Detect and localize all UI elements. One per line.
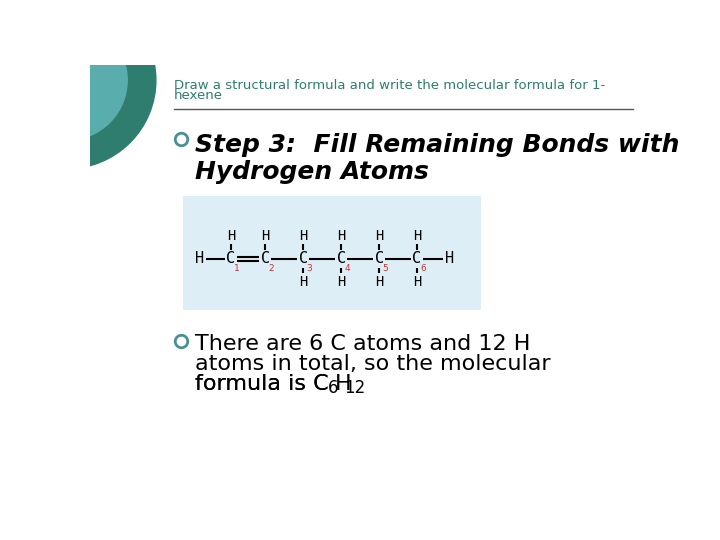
Text: C: C	[261, 251, 270, 266]
Text: Step 3:  Fill Remaining Bonds with
Hydrogen Atoms: Step 3: Fill Remaining Bonds with Hydrog…	[194, 132, 679, 184]
Text: H: H	[445, 251, 454, 266]
Text: 12: 12	[343, 379, 365, 397]
Text: 4: 4	[344, 264, 350, 273]
Text: C: C	[374, 251, 384, 266]
Text: H: H	[227, 229, 235, 243]
Text: H: H	[413, 229, 421, 243]
Text: Draw a structural formula and write the molecular formula for 1-: Draw a structural formula and write the …	[174, 79, 605, 92]
Text: H: H	[336, 374, 352, 394]
Text: There are 6 C atoms and 12 H: There are 6 C atoms and 12 H	[194, 334, 530, 354]
Text: 5: 5	[382, 264, 388, 273]
FancyBboxPatch shape	[183, 195, 482, 309]
Text: 3: 3	[306, 264, 312, 273]
Circle shape	[6, 20, 127, 140]
Text: C: C	[413, 251, 422, 266]
Text: H: H	[299, 275, 307, 289]
Text: C: C	[299, 251, 307, 266]
Text: formula is C: formula is C	[194, 374, 328, 394]
Text: H: H	[375, 229, 383, 243]
Text: formula is C: formula is C	[194, 374, 328, 394]
Text: H: H	[196, 251, 204, 266]
Circle shape	[0, 0, 156, 168]
Text: H: H	[337, 229, 346, 243]
Text: atoms in total, so the molecular: atoms in total, so the molecular	[194, 354, 550, 374]
Text: C: C	[336, 251, 346, 266]
Text: H: H	[413, 275, 421, 289]
Text: 6: 6	[328, 379, 338, 397]
Text: H: H	[337, 275, 346, 289]
Text: hexene: hexene	[174, 90, 222, 103]
Text: 6: 6	[420, 264, 426, 273]
Text: C: C	[227, 251, 235, 266]
Text: 1: 1	[234, 264, 240, 273]
Text: H: H	[261, 229, 269, 243]
Text: H: H	[375, 275, 383, 289]
Text: H: H	[299, 229, 307, 243]
Text: 2: 2	[269, 264, 274, 273]
